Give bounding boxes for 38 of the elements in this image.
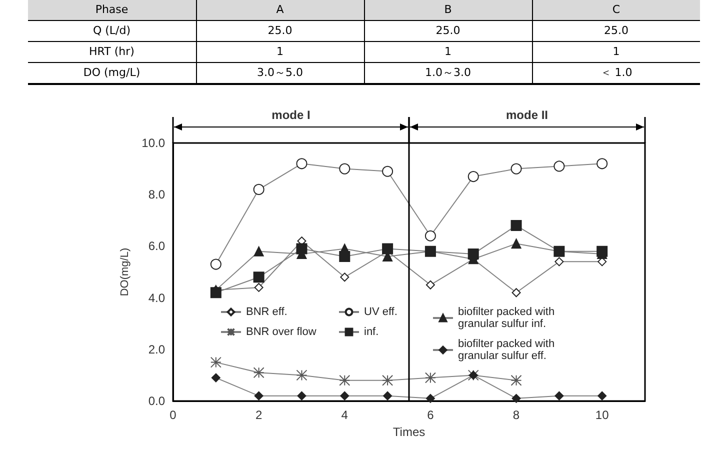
y-tick-label: 8.0 — [148, 188, 166, 202]
category-label: B — [364, 0, 532, 20]
x-axis-title: Times — [392, 424, 426, 439]
text: 25.0 — [268, 24, 292, 37]
text: 1 — [276, 45, 284, 58]
legend-label: biofilter packed with granular sulfur inf. — [458, 306, 558, 330]
category-label: C — [532, 0, 700, 20]
text: 25.0 — [604, 24, 628, 37]
text: mode II — [506, 108, 548, 122]
text: ＜ 1.0 — [600, 66, 632, 79]
text: mode I — [272, 108, 310, 122]
y-tick-label: 10.0 — [142, 136, 166, 150]
text: 25.0 — [436, 24, 460, 37]
y-axis-title: DO(mg/L) — [119, 248, 132, 296]
legend-label: biofilter packed with granular sulfur eff. — [458, 338, 558, 362]
category-label: DO (mg/L) — [83, 66, 140, 79]
x-tick-label: 8 — [512, 408, 520, 422]
x-tick-label: 10 — [595, 408, 610, 422]
x-tick-label: 4 — [341, 408, 348, 422]
text: 1 — [444, 45, 452, 58]
category-label: Q (L/d) — [92, 24, 131, 37]
legend-label: BNR over flow — [246, 326, 316, 338]
category-label: HRT (hr) — [89, 45, 134, 58]
text: Phase — [28, 0, 196, 20]
text: 3.0～5.0 — [257, 66, 303, 79]
y-tick-label: 6.0 — [148, 239, 166, 254]
y-tick-label: 4.0 — [148, 290, 166, 305]
text: 1.0～3.0 — [425, 66, 471, 79]
category-label: A — [196, 0, 364, 20]
y-tick-label: 2.0 — [148, 342, 166, 356]
x-tick-label: 6 — [427, 408, 434, 422]
legend-label: UV eff. — [364, 306, 398, 318]
text: 1 — [612, 45, 620, 58]
y-tick-label: 0.0 — [148, 394, 166, 408]
legend-label: inf. — [364, 326, 379, 338]
x-tick-label: 0 — [170, 408, 177, 422]
legend-label: BNR eff. — [246, 306, 288, 318]
x-tick-label: 2 — [255, 408, 262, 422]
